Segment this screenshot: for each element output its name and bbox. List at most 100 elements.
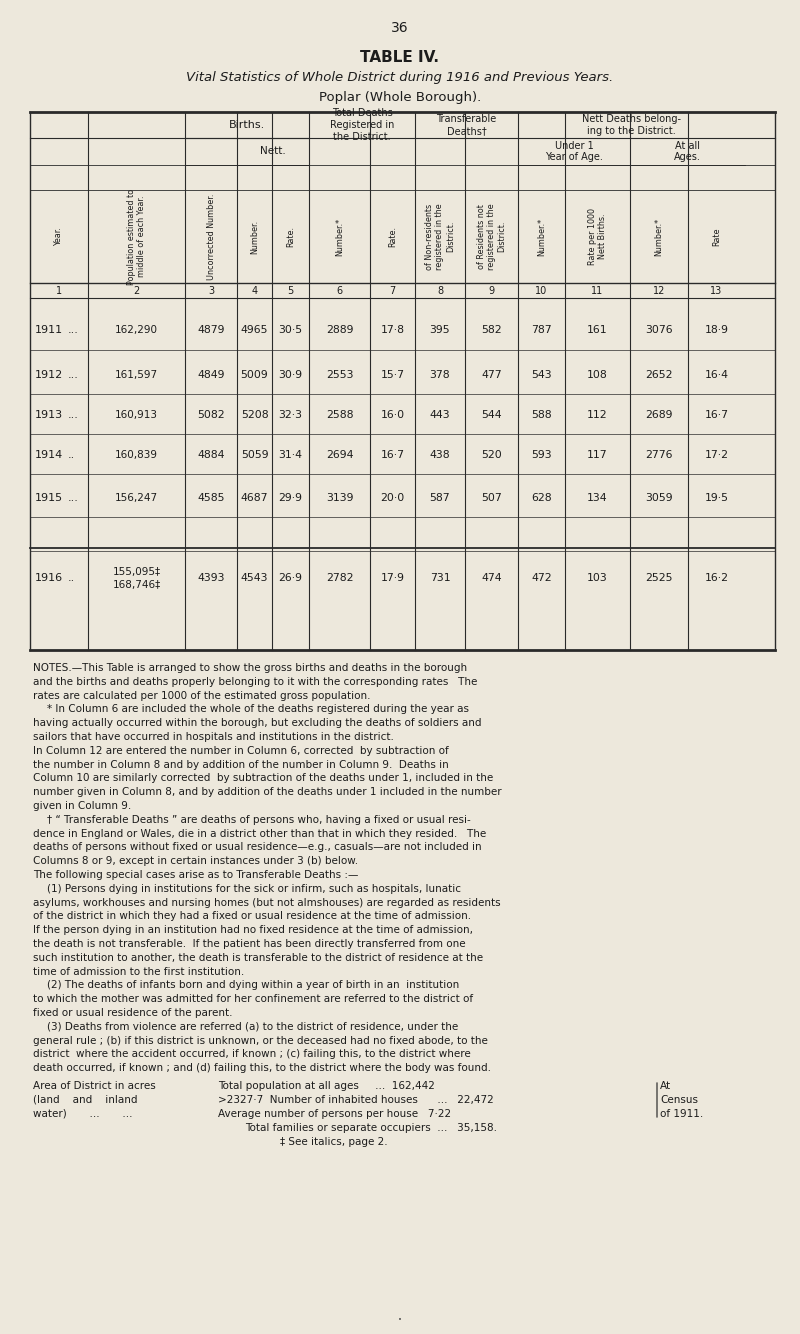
Text: sailors that have occurred in hospitals and institutions in the district.: sailors that have occurred in hospitals …: [33, 732, 394, 742]
Text: Population estimated to
middle of each Year.: Population estimated to middle of each Y…: [126, 188, 146, 284]
Text: NOTES.—This Table is arranged to show the gross births and deaths in the borough: NOTES.—This Table is arranged to show th…: [33, 663, 467, 672]
Text: 16·4: 16·4: [705, 370, 729, 380]
Text: 117: 117: [587, 450, 608, 460]
Text: time of admission to the first institution.: time of admission to the first instituti…: [33, 967, 244, 976]
Text: 4585: 4585: [198, 494, 225, 503]
Text: 17·2: 17·2: [705, 450, 729, 460]
Text: such institution to another, the death is transferable to the district of reside: such institution to another, the death i…: [33, 952, 483, 963]
Text: 628: 628: [531, 494, 552, 503]
Text: 29·9: 29·9: [278, 494, 302, 503]
Text: 10: 10: [535, 285, 548, 296]
Text: The following special cases arise as to Transferable Deaths :—: The following special cases arise as to …: [33, 870, 358, 880]
Text: 18·9: 18·9: [705, 325, 729, 335]
Text: 112: 112: [587, 410, 608, 420]
Text: Number.: Number.: [250, 219, 259, 253]
Text: Rate per 1000
Nett Births.: Rate per 1000 Nett Births.: [588, 208, 607, 265]
Text: 16·2: 16·2: [705, 574, 729, 583]
Text: 4884: 4884: [198, 450, 225, 460]
Text: 6: 6: [337, 285, 342, 296]
Text: •: •: [398, 1317, 402, 1323]
Text: At all
Ages.: At all Ages.: [674, 140, 701, 163]
Text: 787: 787: [531, 325, 552, 335]
Text: 3139: 3139: [326, 494, 354, 503]
Text: (land    and    inland: (land and inland: [33, 1095, 138, 1105]
Text: 103: 103: [587, 574, 608, 583]
Text: 731: 731: [430, 574, 450, 583]
Text: dence in England or Wales, die in a district other than that in which they resid: dence in England or Wales, die in a dist…: [33, 828, 486, 839]
Text: 588: 588: [531, 410, 552, 420]
Text: 477: 477: [481, 370, 502, 380]
Text: asylums, workhouses and nursing homes (but not almshouses) are regarded as resid: asylums, workhouses and nursing homes (b…: [33, 898, 501, 907]
Text: 507: 507: [481, 494, 502, 503]
Text: water)       ...       ...: water) ... ...: [33, 1109, 133, 1119]
Text: 1913: 1913: [35, 410, 63, 420]
Text: and the births and deaths properly belonging to it with the corresponding rates : and the births and deaths properly belon…: [33, 676, 478, 687]
Text: Columns 8 or 9, except in certain instances under 3 (b) below.: Columns 8 or 9, except in certain instan…: [33, 856, 358, 866]
Text: 161,597: 161,597: [115, 370, 158, 380]
Text: 36: 36: [391, 21, 409, 35]
Text: 12: 12: [653, 285, 665, 296]
Text: 155,095‡: 155,095‡: [113, 567, 161, 578]
Text: of Residents not
registered in the
District.: of Residents not registered in the Distr…: [477, 203, 506, 269]
Text: Column 10 are similarly corrected  by subtraction of the deaths under 1, include: Column 10 are similarly corrected by sub…: [33, 774, 494, 783]
Text: TABLE IV.: TABLE IV.: [361, 51, 439, 65]
Text: ...: ...: [68, 494, 79, 503]
Text: 32·3: 32·3: [278, 410, 302, 420]
Text: district  where the accident occurred, if known ; (c) failing this, to the distr: district where the accident occurred, if…: [33, 1050, 470, 1059]
Text: 4543: 4543: [241, 574, 268, 583]
Text: 7: 7: [390, 285, 396, 296]
Text: 108: 108: [587, 370, 608, 380]
Text: 587: 587: [430, 494, 450, 503]
Text: 168,746‡: 168,746‡: [112, 580, 161, 590]
Text: 443: 443: [430, 410, 450, 420]
Text: 2689: 2689: [646, 410, 673, 420]
Text: 474: 474: [481, 574, 502, 583]
Text: 19·5: 19·5: [705, 494, 729, 503]
Text: * In Column 6 are included the whole of the deaths registered during the year as: * In Column 6 are included the whole of …: [47, 704, 469, 715]
Text: 16·7: 16·7: [381, 450, 405, 460]
Text: 395: 395: [430, 325, 450, 335]
Text: 161: 161: [587, 325, 608, 335]
Text: 2553: 2553: [326, 370, 354, 380]
Text: the death is not transferable.  If the patient has been directly transferred fro: the death is not transferable. If the pa…: [33, 939, 466, 948]
Text: of 1911.: of 1911.: [660, 1109, 703, 1119]
Text: Uncorrected Number.: Uncorrected Number.: [206, 193, 215, 280]
Text: 5082: 5082: [197, 410, 225, 420]
Text: 156,247: 156,247: [115, 494, 158, 503]
Text: 4965: 4965: [241, 325, 268, 335]
Text: 160,913: 160,913: [115, 410, 158, 420]
Text: 2: 2: [134, 285, 140, 296]
Text: 26·9: 26·9: [278, 574, 302, 583]
Text: Total Deaths
Registered in
the District.: Total Deaths Registered in the District.: [330, 108, 394, 141]
Text: ..: ..: [68, 574, 75, 583]
Text: ...: ...: [68, 325, 79, 335]
Text: 160,839: 160,839: [115, 450, 158, 460]
Text: 1914: 1914: [35, 450, 63, 460]
Text: 1912: 1912: [35, 370, 63, 380]
Text: 3076: 3076: [645, 325, 673, 335]
Text: † “ Transferable Deaths ” are deaths of persons who, having a fixed or usual res: † “ Transferable Deaths ” are deaths of …: [47, 815, 470, 824]
Text: Number.*: Number.*: [537, 217, 546, 256]
Text: Average number of persons per house   7·22: Average number of persons per house 7·22: [218, 1109, 451, 1119]
Text: Transferable
Deaths†: Transferable Deaths†: [436, 115, 497, 136]
Text: 438: 438: [430, 450, 450, 460]
Text: (2) The deaths of infants born and dying within a year of birth in an  instituti: (2) The deaths of infants born and dying…: [47, 980, 459, 990]
Text: 16·0: 16·0: [381, 410, 405, 420]
Text: 13: 13: [710, 285, 722, 296]
Text: rates are calculated per 1000 of the estimated gross population.: rates are calculated per 1000 of the est…: [33, 691, 370, 700]
Text: (3) Deaths from violence are referred (a) to the district of residence, under th: (3) Deaths from violence are referred (a…: [47, 1022, 458, 1031]
Text: Births.: Births.: [229, 120, 265, 129]
Text: 15·7: 15·7: [381, 370, 405, 380]
Text: 4849: 4849: [198, 370, 225, 380]
Text: 2588: 2588: [326, 410, 354, 420]
Text: 520: 520: [481, 450, 502, 460]
Text: 20·0: 20·0: [380, 494, 405, 503]
Text: given in Column 9.: given in Column 9.: [33, 800, 131, 811]
Text: 134: 134: [587, 494, 608, 503]
Text: Rate.: Rate.: [286, 225, 295, 247]
Text: 1: 1: [56, 285, 62, 296]
Text: death occurred, if known ; and (d) failing this, to the district where the body : death occurred, if known ; and (d) faili…: [33, 1063, 491, 1073]
Text: 11: 11: [591, 285, 604, 296]
Text: ..: ..: [68, 450, 75, 460]
Text: 593: 593: [531, 450, 552, 460]
